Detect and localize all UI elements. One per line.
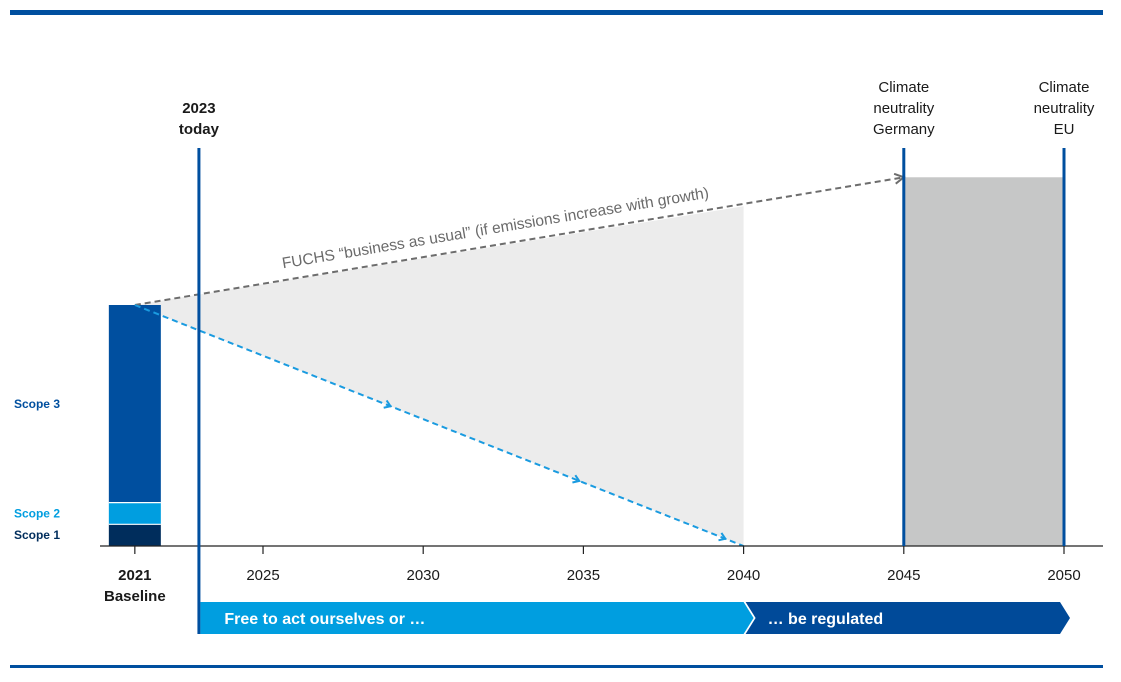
x-tick-label-2045: 2045	[887, 567, 920, 584]
phase-arrow-1	[200, 602, 754, 634]
neutrality-band	[903, 177, 1064, 546]
milestone-label-2023-0: 2023	[182, 100, 215, 117]
reduction-gap-area	[134, 206, 744, 546]
milestone-label-2045-2: Germany	[873, 121, 935, 138]
milestone-line-2050	[1062, 148, 1066, 546]
x-tick-label-2030: 2030	[407, 567, 440, 584]
x-tick-label-2040: 2040	[727, 567, 760, 584]
phase-label-1: Free to act ourselves or …	[224, 611, 425, 628]
reduction-chevron	[572, 474, 581, 484]
phase-arrow-2	[745, 602, 1070, 634]
milestone-label-2045-1: neutrality	[873, 100, 934, 117]
phase-label-2: … be regulated	[768, 611, 884, 628]
milestone-line-2045	[902, 148, 906, 546]
x-tick-label-2050: 2050	[1047, 567, 1080, 584]
stack-segment-scope-2	[108, 502, 161, 525]
milestone-label-2023-1: today	[179, 121, 220, 138]
milestone-label-2050-1: neutrality	[1034, 100, 1095, 117]
scope-label-scope-3: Scope 3	[14, 397, 60, 411]
scope-label-scope-2: Scope 2	[14, 506, 60, 520]
milestone-line-2023	[197, 148, 201, 634]
milestone-label-2050-0: Climate	[1039, 79, 1090, 96]
scope-label-scope-1: Scope 1	[14, 528, 60, 542]
milestone-label-2050-2: EU	[1054, 121, 1075, 138]
top-rule	[10, 10, 1103, 15]
reduction-chevron	[383, 399, 393, 409]
reduction-chevron	[718, 532, 727, 542]
x-tick-label-baseline-year: 2021	[118, 567, 151, 584]
reduction-path-line	[134, 304, 744, 547]
bottom-rule	[10, 665, 1103, 668]
x-tick-label-2035: 2035	[567, 567, 600, 584]
stack-segment-scope-3	[108, 305, 161, 503]
milestone-label-2045-0: Climate	[878, 79, 929, 96]
x-tick-label-2025: 2025	[246, 567, 279, 584]
stack-segment-scope-1	[108, 524, 161, 546]
x-tick-label-baseline: Baseline	[104, 588, 166, 605]
